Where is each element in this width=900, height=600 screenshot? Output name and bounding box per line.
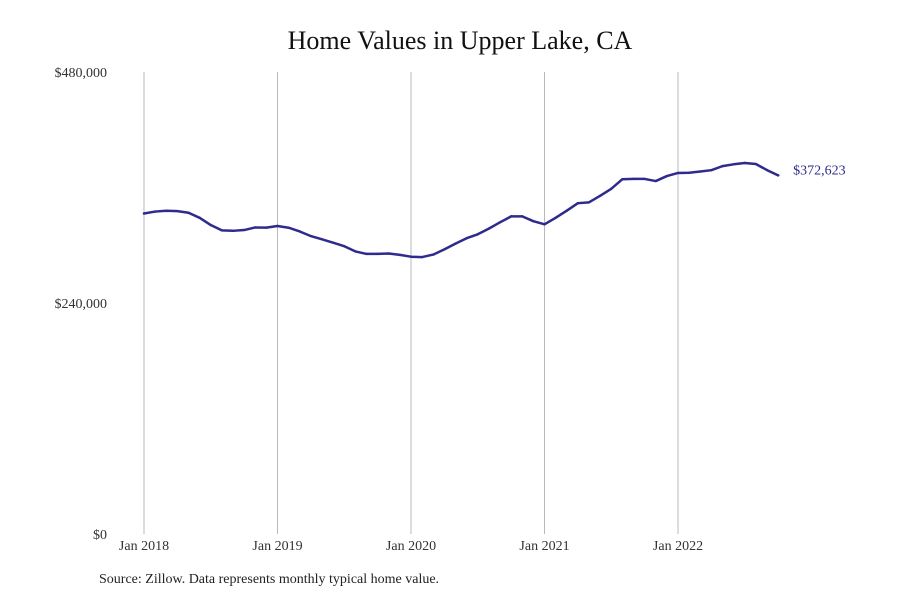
x-tick-label: Jan 2018 xyxy=(119,539,169,554)
data-point xyxy=(265,226,268,229)
end-value-label: $372,623 xyxy=(793,163,846,178)
data-point xyxy=(687,171,691,174)
x-tick-label: Jan 2021 xyxy=(519,539,569,554)
data-point xyxy=(743,161,746,165)
data-point xyxy=(165,209,168,212)
data-point xyxy=(498,221,502,224)
data-point xyxy=(443,248,446,251)
data-point xyxy=(532,219,535,223)
data-point xyxy=(721,164,724,168)
data-point xyxy=(320,238,324,241)
data-point xyxy=(187,211,190,214)
source-note: Source: Zillow. Data represents monthly … xyxy=(99,572,440,587)
y-tick-label: $240,000 xyxy=(55,297,108,312)
data-point xyxy=(665,174,669,178)
data-point xyxy=(276,224,279,228)
data-point xyxy=(699,170,702,173)
data-point xyxy=(287,226,290,229)
data-point xyxy=(376,252,379,256)
gridlines xyxy=(143,72,679,534)
data-point xyxy=(765,168,769,172)
data-point xyxy=(754,162,758,166)
data-point xyxy=(365,252,368,256)
data-point xyxy=(565,209,568,212)
data-point xyxy=(220,229,224,232)
data-point xyxy=(621,178,624,181)
data-point xyxy=(543,223,546,226)
data-point xyxy=(521,215,524,218)
end-label-layer: $372,623 xyxy=(793,163,846,178)
data-point xyxy=(409,255,413,258)
data-point xyxy=(354,250,357,253)
data-point xyxy=(598,194,602,197)
x-tick-label: Jan 2020 xyxy=(386,539,436,554)
y-tick-label: $0 xyxy=(93,528,107,543)
data-point xyxy=(343,245,346,248)
data-point xyxy=(153,210,157,213)
data-point xyxy=(432,253,435,256)
data-point xyxy=(209,223,212,227)
data-point xyxy=(309,234,313,238)
data-point xyxy=(576,201,580,205)
series-line xyxy=(142,161,780,259)
data-point xyxy=(732,163,735,166)
data-point xyxy=(643,177,646,181)
data-point xyxy=(554,216,557,220)
data-point xyxy=(465,237,468,240)
x-tick-label: Jan 2022 xyxy=(653,539,703,554)
data-point xyxy=(176,209,179,213)
data-point xyxy=(420,255,424,259)
data-point xyxy=(676,171,680,175)
data-point xyxy=(254,226,257,229)
data-point xyxy=(610,187,613,191)
data-point xyxy=(710,168,713,172)
data-point xyxy=(587,201,591,204)
data-point xyxy=(298,230,301,233)
y-tick-label: $480,000 xyxy=(55,66,108,81)
data-point xyxy=(331,241,335,244)
data-point xyxy=(654,179,657,183)
data-point xyxy=(231,229,235,233)
data-point xyxy=(387,252,390,255)
data-point xyxy=(198,216,201,220)
chart-title: Home Values in Upper Lake, CA xyxy=(287,26,633,55)
data-point xyxy=(142,212,146,215)
data-point xyxy=(454,242,457,245)
data-point xyxy=(487,227,491,230)
x-tick-label: Jan 2019 xyxy=(252,539,302,554)
data-point xyxy=(242,228,246,232)
series-layer xyxy=(142,161,780,259)
y-axis-ticks: $0 $240,000 $480,000 xyxy=(55,66,108,543)
data-point xyxy=(476,233,479,236)
data-point xyxy=(776,174,780,177)
x-axis-ticks: Jan 2018 Jan 2019 Jan 2020 Jan 2021 Jan 2022 xyxy=(119,539,703,554)
data-point xyxy=(509,215,513,218)
data-point xyxy=(398,253,402,257)
data-point xyxy=(632,177,635,181)
